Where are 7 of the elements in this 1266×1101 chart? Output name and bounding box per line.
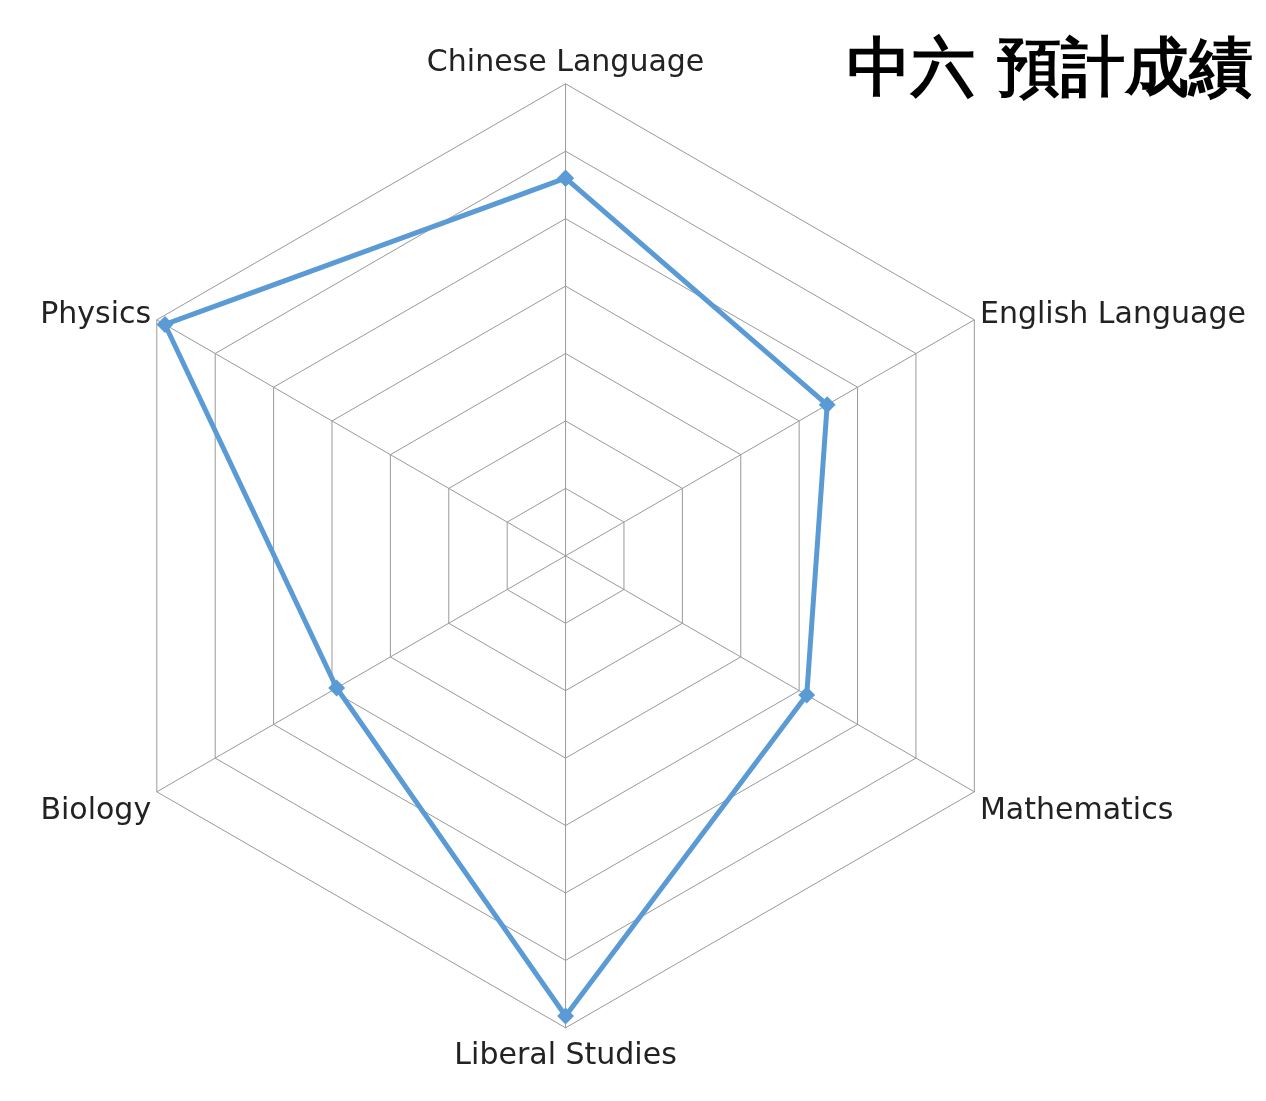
spoke-label: Physics (40, 294, 152, 330)
spoke-label: Chinese Language (426, 43, 705, 79)
spoke-label: Liberal Studies (454, 1036, 677, 1072)
spoke-label: Biology (40, 791, 152, 827)
spoke-label: English Language (979, 294, 1246, 330)
chart-title: 中六 預計成績 (847, 29, 1254, 104)
spoke-label: Mathematics (979, 791, 1174, 827)
